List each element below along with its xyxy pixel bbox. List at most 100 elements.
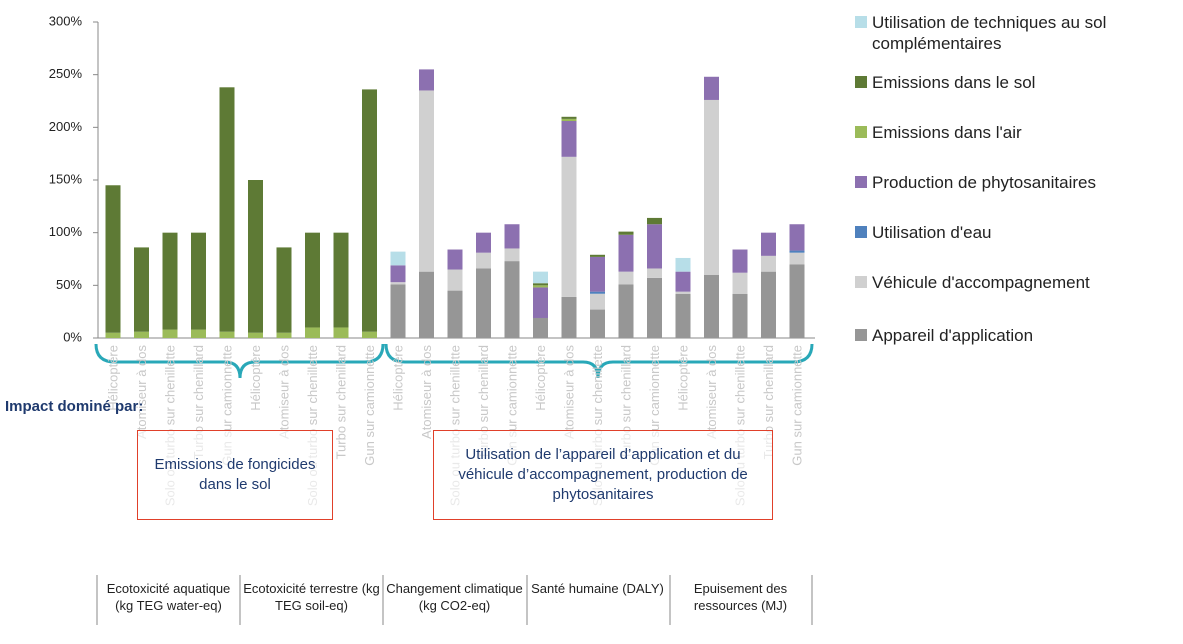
bar-segment — [390, 284, 406, 338]
legend-swatch — [855, 126, 867, 138]
x-tick-label: Hélicoptère — [533, 345, 548, 411]
x-tick-label: Atomiseur à dos — [276, 345, 291, 439]
bar-segment — [675, 257, 691, 272]
bar-segment — [191, 329, 206, 338]
x-tick-label: Gun sur camionnette — [789, 345, 804, 466]
bar-segment — [362, 89, 377, 332]
group-label: Epuisement des ressources (MJ) — [693, 581, 788, 613]
y-tick-label: 200% — [49, 119, 83, 134]
bar-segment — [704, 76, 719, 100]
legend-swatch — [855, 176, 867, 188]
bar-segment — [447, 249, 463, 270]
bar-segment — [732, 293, 748, 338]
bar-segment — [191, 232, 206, 330]
bar-segment — [504, 261, 520, 338]
bar-segment — [590, 254, 605, 257]
x-tick-label: Atomiseur à dos — [419, 345, 434, 439]
bar-segment — [390, 282, 406, 285]
bar-segment — [647, 268, 662, 278]
bar-segment — [533, 317, 548, 338]
group-label: Ecotoxicité terrestre (kg TEG soil-eq) — [243, 581, 380, 613]
x-tick-label: Atomiseur à dos — [134, 345, 149, 439]
bar-segment — [761, 271, 776, 338]
group-dividers — [96, 575, 813, 625]
legend-entry: Emissions dans l'air — [855, 122, 1183, 143]
legend-label: Véhicule d'accompagnement — [872, 273, 1090, 292]
bar-segment — [162, 329, 178, 338]
bar-segment — [618, 231, 634, 235]
bar-segment — [162, 232, 178, 330]
bar-segment — [419, 69, 434, 91]
legend-entry: Emissions dans le sol — [855, 72, 1183, 93]
bar-segment — [590, 309, 605, 338]
legend-label: Emissions dans l'air — [872, 123, 1022, 142]
bar-segment — [789, 250, 805, 253]
annotation-box: Emissions de fongicides dans le sol — [137, 430, 333, 520]
bar-segment — [447, 290, 463, 338]
bar-segment — [561, 118, 577, 122]
bar-segment — [590, 256, 605, 292]
brace — [94, 343, 385, 379]
bar-segment — [476, 252, 491, 269]
bar-segment — [789, 252, 805, 265]
bar-segment — [561, 296, 577, 338]
bar-segment — [276, 332, 292, 338]
brace — [384, 343, 814, 379]
bar-segment — [447, 269, 463, 291]
bar-segment — [647, 217, 662, 225]
y-tick-label: 150% — [49, 171, 83, 186]
bar-segment — [561, 121, 577, 157]
bar-segment — [561, 156, 577, 297]
bar-segment — [533, 285, 548, 288]
bar-segment — [675, 271, 691, 292]
legend-entry: Appareil d'application — [855, 325, 1183, 346]
bar-segment — [476, 232, 491, 253]
bar-segment — [704, 274, 719, 338]
bar-segment — [789, 264, 805, 338]
bar-segment — [675, 291, 691, 294]
bar-segment — [533, 287, 548, 318]
bar-segment — [533, 283, 548, 286]
bar-segment — [333, 327, 349, 338]
legend-swatch — [855, 16, 867, 28]
bar-segment — [248, 332, 263, 338]
bar-segment — [647, 277, 662, 338]
x-tick-label: Hélicoptère — [675, 345, 690, 411]
group-label: Santé humaine (DALY) — [531, 581, 664, 596]
legend-entry: Véhicule d'accompagnement — [855, 272, 1183, 293]
bar-segment — [476, 268, 491, 338]
group-label: Ecotoxicité aquatique (kg TEG water-eq) — [106, 581, 231, 613]
annotation: Impact dominé par: — [5, 398, 144, 415]
bar-segment — [732, 272, 748, 294]
bar-segment — [362, 331, 377, 338]
legend-entry: Production de phytosanitaires — [855, 172, 1183, 193]
bar-segment — [704, 99, 719, 275]
legend-entry: Utilisation d'eau — [855, 222, 1183, 243]
y-tick-label: 0% — [63, 329, 82, 344]
y-tick-label: 100% — [49, 224, 83, 239]
bar-segment — [647, 224, 662, 269]
legend-swatch — [855, 226, 867, 238]
x-tick-label: Turbo sur chenillard — [333, 345, 348, 459]
bar-segment — [761, 232, 776, 256]
group-label: Changement climatique (kg CO2-eq) — [386, 581, 523, 613]
legend-swatch — [855, 76, 867, 88]
bar-segment — [419, 90, 434, 272]
x-tick-label: Hélicoptère — [390, 345, 405, 411]
bar-segment — [533, 271, 548, 284]
bar-segment — [732, 249, 748, 273]
bar-segment — [675, 293, 691, 338]
legend-label: Utilisation de techniques au sol complém… — [872, 13, 1107, 53]
bar-segment — [618, 271, 634, 285]
bar-segment — [561, 116, 577, 119]
legend-entry: Utilisation de techniques au sol complém… — [855, 12, 1183, 54]
x-tick-label: Atomiseur à dos — [704, 345, 719, 439]
bar-segment — [390, 251, 406, 266]
bar-segment — [590, 293, 605, 310]
bar-segment — [248, 180, 263, 333]
y-tick-label: 250% — [49, 66, 83, 81]
legend-label: Utilisation d'eau — [872, 223, 992, 242]
bar-segment — [219, 331, 235, 338]
legend-label: Emissions dans le sol — [872, 73, 1036, 92]
